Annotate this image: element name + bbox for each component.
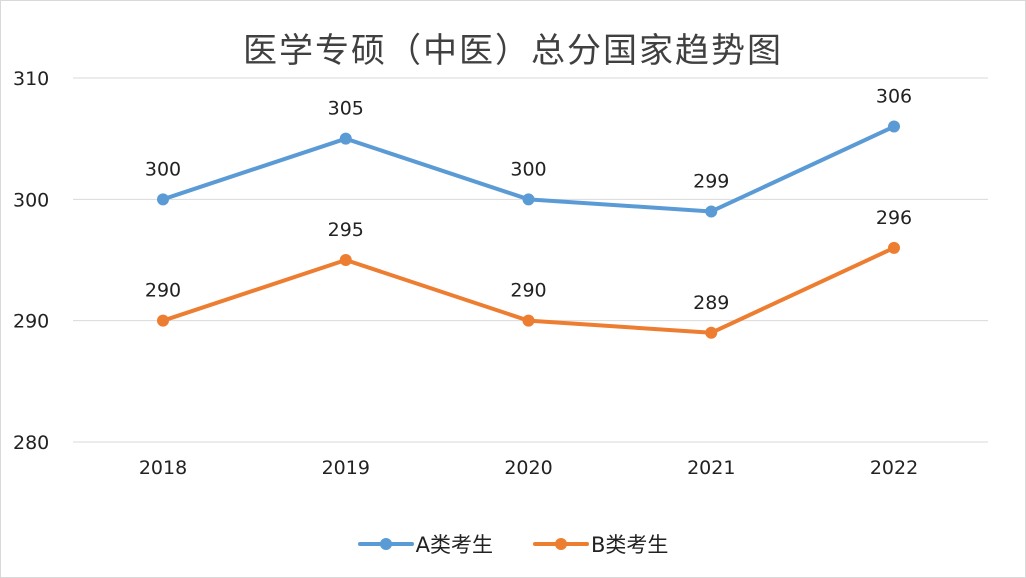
x-tick-label: 2018: [139, 457, 187, 479]
legend-swatch-a: [357, 538, 414, 550]
chart-title: 医学专硕（中医）总分国家趋势图: [243, 31, 783, 71]
y-tick-label: 280: [13, 432, 49, 454]
legend-item-b: B类考生: [532, 529, 669, 559]
data-label: 295: [328, 219, 364, 241]
data-label: 290: [145, 280, 181, 302]
data-label: 296: [876, 207, 912, 229]
data-point: [705, 205, 718, 218]
x-tick-label: 2019: [322, 457, 370, 479]
data-point: [705, 326, 718, 339]
data-point: [157, 193, 169, 206]
y-tick-label: 310: [13, 68, 49, 90]
data-point: [339, 132, 352, 145]
x-tick-label: 2020: [504, 457, 552, 479]
x-tick-label: 2022: [870, 457, 918, 479]
y-tick-label: 300: [13, 189, 49, 211]
data-point: [339, 254, 352, 266]
x-tick-label: 2021: [687, 457, 735, 479]
data-point: [888, 241, 900, 254]
data-label: 300: [510, 158, 546, 180]
data-point: [522, 193, 535, 206]
data-label: 305: [328, 98, 364, 120]
data-label: 300: [145, 158, 181, 180]
legend-label-a: A类考生: [415, 533, 493, 557]
data-label: 299: [693, 170, 729, 192]
legend-item-a: A类考生: [357, 529, 493, 559]
y-tick-label: 290: [13, 311, 49, 333]
legend: A类考生 B类考生: [1, 529, 1025, 559]
data-label: 289: [693, 292, 729, 314]
legend-swatch-b: [532, 538, 589, 550]
legend-label-b: B类考生: [590, 533, 669, 557]
data-label: 306: [876, 86, 912, 108]
data-point: [888, 120, 900, 133]
data-point: [157, 314, 169, 327]
data-label: 290: [510, 280, 546, 302]
data-point: [522, 314, 535, 327]
